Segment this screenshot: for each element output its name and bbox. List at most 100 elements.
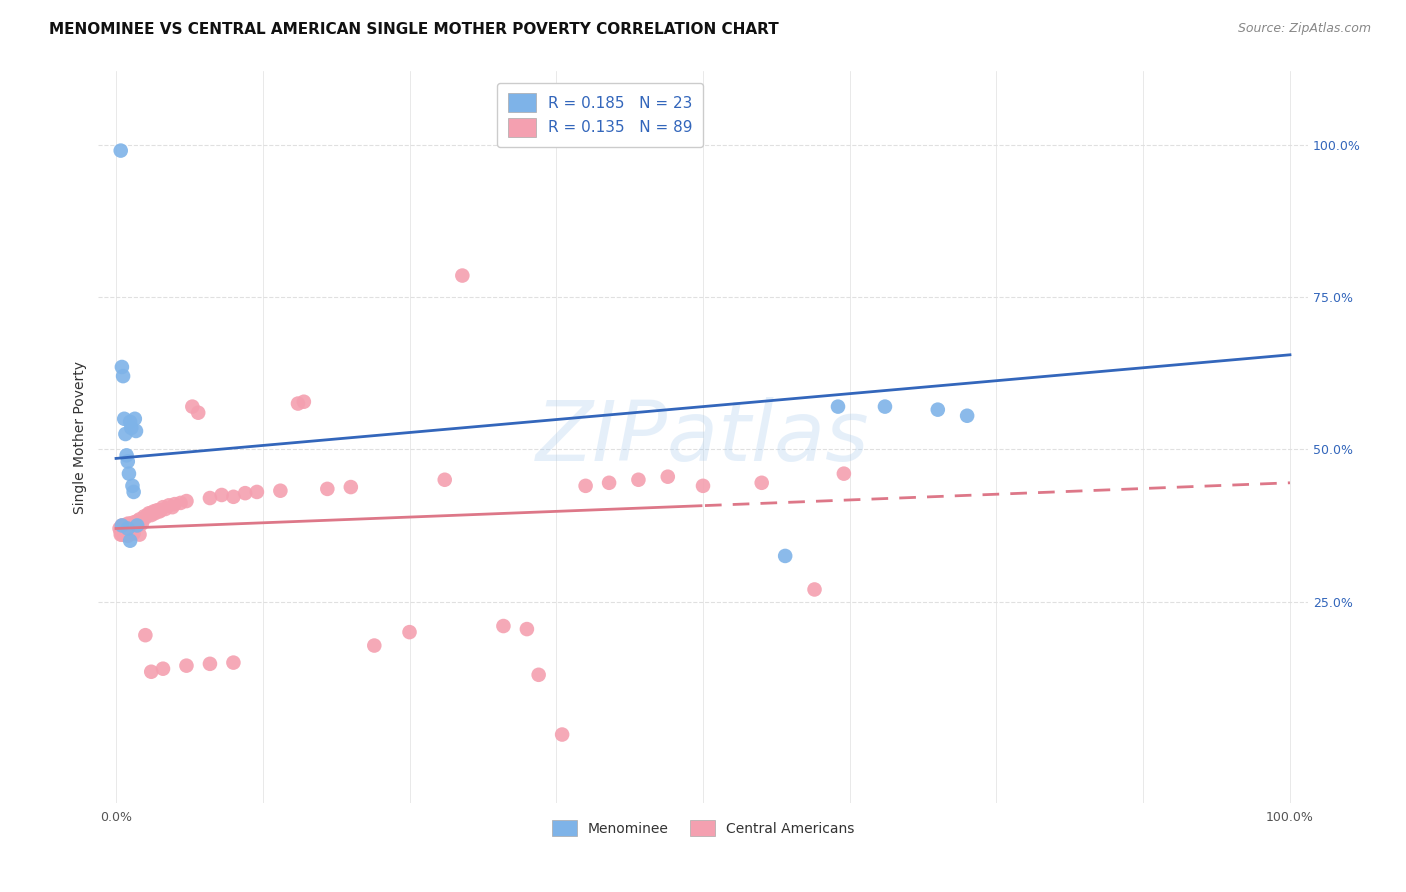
Point xyxy=(111,359,134,374)
Point xyxy=(134,628,156,642)
Point xyxy=(110,524,132,539)
Point xyxy=(114,427,136,442)
Point xyxy=(121,479,143,493)
Point xyxy=(956,409,979,423)
Point xyxy=(246,485,269,500)
Point xyxy=(112,518,135,533)
Point xyxy=(169,496,191,510)
Point xyxy=(657,469,679,483)
Point xyxy=(152,662,174,676)
Point xyxy=(163,497,186,511)
Point xyxy=(118,467,141,481)
Point xyxy=(112,369,135,384)
Point xyxy=(131,516,153,531)
Point xyxy=(340,480,363,494)
Point xyxy=(125,424,148,438)
Point xyxy=(157,499,180,513)
Point xyxy=(117,454,139,468)
Point xyxy=(112,412,135,426)
Point xyxy=(692,479,714,493)
Point xyxy=(492,619,515,633)
Point xyxy=(287,396,309,410)
Point xyxy=(222,490,245,504)
Point xyxy=(398,625,420,640)
Point xyxy=(181,400,204,414)
Point xyxy=(134,509,156,524)
Point xyxy=(146,503,169,517)
Legend: Menominee, Central Americans: Menominee, Central Americans xyxy=(546,813,860,844)
Point xyxy=(128,512,150,526)
Point xyxy=(269,483,291,498)
Point xyxy=(141,508,163,522)
Point xyxy=(120,415,142,429)
Point xyxy=(198,491,221,505)
Point xyxy=(142,504,165,518)
Point xyxy=(148,504,170,518)
Point xyxy=(129,516,152,530)
Point xyxy=(120,523,142,537)
Point xyxy=(111,521,134,535)
Point xyxy=(152,500,174,515)
Point xyxy=(773,549,796,563)
Point xyxy=(162,500,184,515)
Point xyxy=(122,516,145,530)
Point xyxy=(176,658,198,673)
Point xyxy=(551,727,574,741)
Point xyxy=(222,656,245,670)
Point xyxy=(155,502,177,516)
Point xyxy=(136,508,159,522)
Point xyxy=(120,520,142,534)
Point xyxy=(111,518,134,533)
Point xyxy=(927,402,949,417)
Point xyxy=(122,523,145,537)
Text: Source: ZipAtlas.com: Source: ZipAtlas.com xyxy=(1237,22,1371,36)
Point xyxy=(127,516,149,531)
Point xyxy=(112,523,135,537)
Point xyxy=(122,518,145,533)
Point xyxy=(127,514,149,528)
Point xyxy=(516,622,538,636)
Point xyxy=(292,394,315,409)
Point xyxy=(627,473,650,487)
Point xyxy=(598,475,620,490)
Point xyxy=(122,485,145,500)
Point xyxy=(527,667,550,681)
Point xyxy=(112,521,135,535)
Point xyxy=(127,518,149,533)
Point xyxy=(114,518,136,533)
Point xyxy=(128,527,150,541)
Point xyxy=(117,524,139,539)
Point xyxy=(832,467,855,481)
Point xyxy=(120,516,142,531)
Point xyxy=(176,494,198,508)
Point xyxy=(110,144,132,158)
Point xyxy=(112,524,135,539)
Point xyxy=(211,488,233,502)
Point xyxy=(118,521,141,535)
Point xyxy=(117,529,139,543)
Point xyxy=(451,268,474,283)
Point xyxy=(111,518,134,533)
Point xyxy=(143,506,166,520)
Point xyxy=(363,639,385,653)
Point xyxy=(433,473,456,487)
Point xyxy=(873,400,896,414)
Point xyxy=(121,520,143,534)
Point xyxy=(827,400,849,414)
Point xyxy=(120,518,142,533)
Point xyxy=(124,520,146,534)
Point xyxy=(112,527,135,541)
Point xyxy=(316,482,339,496)
Point xyxy=(111,527,134,541)
Point xyxy=(114,526,136,541)
Point xyxy=(122,526,145,541)
Point xyxy=(117,521,139,535)
Point xyxy=(149,503,172,517)
Point xyxy=(120,533,142,548)
Text: MENOMINEE VS CENTRAL AMERICAN SINGLE MOTHER POVERTY CORRELATION CHART: MENOMINEE VS CENTRAL AMERICAN SINGLE MOT… xyxy=(49,22,779,37)
Y-axis label: Single Mother Poverty: Single Mother Poverty xyxy=(73,360,87,514)
Point xyxy=(115,448,138,462)
Point xyxy=(124,412,146,426)
Point xyxy=(117,524,139,539)
Point xyxy=(187,406,209,420)
